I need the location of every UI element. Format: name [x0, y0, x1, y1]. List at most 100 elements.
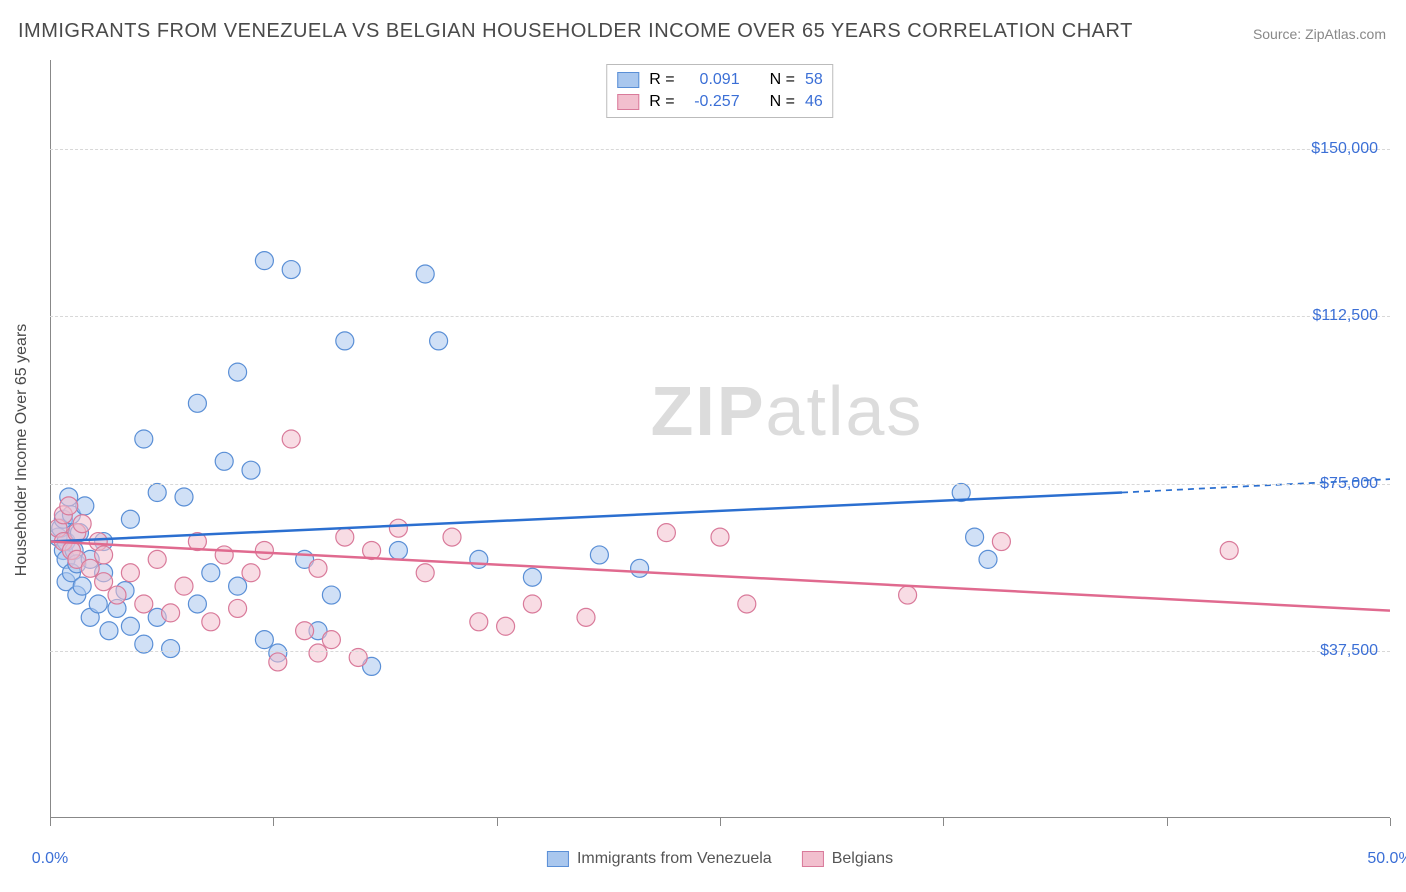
legend-swatch-belgians [802, 851, 824, 867]
chart-area: Householder Income Over 65 years ZIPatla… [50, 60, 1390, 840]
scatter-plot [50, 60, 1390, 840]
data-point [255, 252, 273, 270]
data-point [577, 608, 595, 626]
data-point [979, 550, 997, 568]
n-value-belgians: 46 [805, 91, 823, 113]
data-point [322, 586, 340, 604]
y-axis-line [50, 60, 51, 818]
r-label: R = [649, 91, 674, 113]
data-point [430, 332, 448, 350]
legend-swatch-venezuela [547, 851, 569, 867]
trend-line [50, 493, 1122, 542]
x-tick-mark [1390, 818, 1391, 826]
legend-item-venezuela: Immigrants from Venezuela [547, 850, 772, 868]
data-point [992, 533, 1010, 551]
data-point [215, 546, 233, 564]
chart-title: IMMIGRANTS FROM VENEZUELA VS BELGIAN HOU… [18, 20, 1133, 43]
data-point [229, 363, 247, 381]
data-point [162, 640, 180, 658]
x-tick-mark [273, 818, 274, 826]
data-point [108, 586, 126, 604]
data-point [242, 461, 260, 479]
data-point [121, 510, 139, 528]
correlation-legend: R = 0.091 N = 58 R = -0.257 N = 46 [606, 64, 833, 118]
n-value-venezuela: 58 [805, 69, 823, 91]
source-value: ZipAtlas.com [1305, 26, 1386, 42]
data-point [657, 524, 675, 542]
data-point [148, 484, 166, 502]
data-point [121, 617, 139, 635]
y-axis-label: Householder Income Over 65 years [13, 324, 31, 577]
data-point [188, 595, 206, 613]
y-tick-label: $37,500 [1320, 642, 1378, 660]
data-point [60, 497, 78, 515]
data-point [100, 622, 118, 640]
source-label: Source: [1253, 26, 1301, 42]
data-point [229, 599, 247, 617]
data-point [148, 550, 166, 568]
data-point [282, 430, 300, 448]
gridline [50, 651, 1390, 652]
data-point [188, 394, 206, 412]
legend-item-belgians: Belgians [802, 850, 893, 868]
legend-label-belgians: Belgians [832, 850, 893, 868]
data-point [89, 595, 107, 613]
gridline [50, 316, 1390, 317]
data-point [95, 546, 113, 564]
data-point [76, 497, 94, 515]
data-point [242, 564, 260, 582]
n-label: N = [770, 69, 795, 91]
data-point [1220, 541, 1238, 559]
r-value-venezuela: 0.091 [685, 69, 740, 91]
x-tick-label: 50.0% [1367, 850, 1406, 868]
x-tick-mark [50, 818, 51, 826]
correlation-row-2: R = -0.257 N = 46 [617, 91, 822, 113]
series-swatch-venezuela [617, 72, 639, 88]
data-point [309, 644, 327, 662]
gridline [50, 484, 1390, 485]
r-label: R = [649, 69, 674, 91]
data-point [135, 595, 153, 613]
data-point [416, 265, 434, 283]
data-point [121, 564, 139, 582]
data-point [282, 261, 300, 279]
data-point [336, 332, 354, 350]
data-point [470, 550, 488, 568]
y-tick-label: $112,500 [1312, 307, 1378, 325]
data-point [215, 452, 233, 470]
data-point [523, 568, 541, 586]
correlation-row-1: R = 0.091 N = 58 [617, 69, 822, 91]
data-point [175, 488, 193, 506]
data-point [162, 604, 180, 622]
data-point [309, 559, 327, 577]
data-point [966, 528, 984, 546]
r-value-belgians: -0.257 [685, 91, 740, 113]
data-point [81, 559, 99, 577]
data-point [523, 595, 541, 613]
data-point [229, 577, 247, 595]
data-point [269, 653, 287, 671]
n-label: N = [770, 91, 795, 113]
data-point [255, 631, 273, 649]
data-point [202, 613, 220, 631]
gridline [50, 149, 1390, 150]
data-point [416, 564, 434, 582]
data-point [175, 577, 193, 595]
data-point [73, 577, 91, 595]
data-point [443, 528, 461, 546]
data-point [389, 519, 407, 537]
x-tick-mark [720, 818, 721, 826]
data-point [590, 546, 608, 564]
data-point [899, 586, 917, 604]
data-point [135, 430, 153, 448]
data-point [497, 617, 515, 635]
data-point [738, 595, 756, 613]
data-point [73, 515, 91, 533]
series-swatch-belgians [617, 94, 639, 110]
data-point [711, 528, 729, 546]
data-point [255, 541, 273, 559]
data-point [202, 564, 220, 582]
data-point [470, 613, 488, 631]
data-point [389, 541, 407, 559]
x-tick-mark [497, 818, 498, 826]
